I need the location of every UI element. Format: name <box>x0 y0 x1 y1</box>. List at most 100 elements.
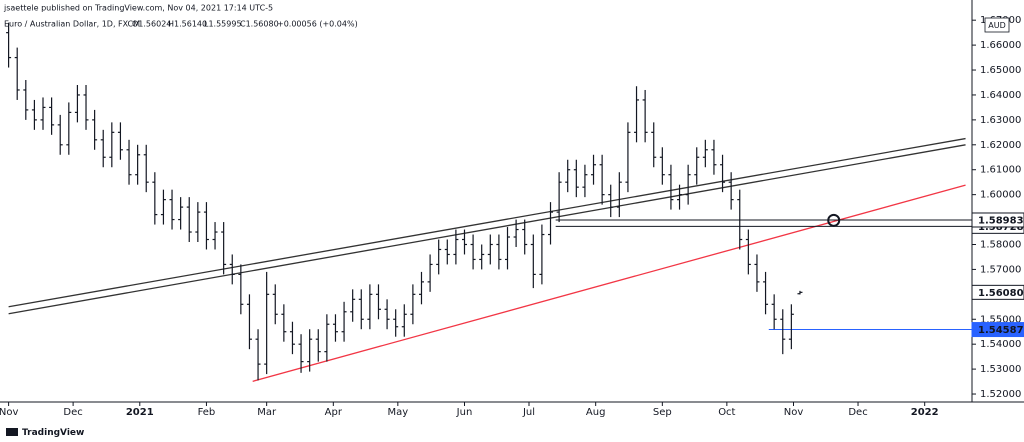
ohlc-bar <box>229 254 235 285</box>
price-label: 1.54587 <box>978 325 1024 336</box>
ohlc-bar <box>143 144 149 193</box>
ohlc-bar <box>728 172 734 210</box>
y-tick-label: 1.63000 <box>980 115 1021 126</box>
publisher: jsaettele published on TradingView.com, … <box>3 4 273 13</box>
ohlc-bar <box>720 154 726 193</box>
ohlc-bar <box>152 172 158 225</box>
ohlc-bar <box>711 139 717 175</box>
axes: 1.520001.530001.540001.550001.560001.570… <box>0 15 1024 418</box>
ohlc-bar <box>212 222 218 250</box>
x-tick-label: Oct <box>718 407 735 418</box>
ohlc-bar <box>771 294 777 330</box>
ohlc-bar <box>677 184 683 210</box>
ohlc-bar <box>298 334 304 373</box>
ohlc-bar <box>195 202 201 242</box>
x-tick-label: Jul <box>522 407 535 418</box>
ohlc-bar <box>582 164 588 198</box>
ohlc-bar <box>401 304 407 337</box>
trendline <box>252 184 966 382</box>
ohlc-bar <box>375 284 381 320</box>
ohlc-bar <box>591 154 597 185</box>
ohlc-bar <box>599 154 605 205</box>
y-tick-label: 1.62000 <box>980 140 1021 151</box>
ohlc-bar <box>556 172 562 223</box>
ohlc-bar <box>659 147 665 185</box>
symbol: Euro / Australian Dollar, 1D, FXCM <box>4 20 140 29</box>
ohlc-bar <box>522 219 528 255</box>
high-value: H1.56140 <box>168 20 207 29</box>
ohlc-bar <box>763 271 769 315</box>
y-tick-label: 1.66000 <box>980 40 1021 51</box>
y-tick-label: 1.54000 <box>980 339 1021 350</box>
change-value: +0.00056 (+0.04%) <box>277 20 358 29</box>
ohlc-bar <box>74 84 80 123</box>
ohlc-bar <box>57 114 63 155</box>
ohlc-bar <box>238 264 244 315</box>
ohlc-bar <box>384 299 390 330</box>
ohlc-bar <box>341 301 347 342</box>
ohlc-bar <box>281 304 287 342</box>
ohlc-bar <box>651 122 657 168</box>
ohlc-bar <box>453 229 459 265</box>
x-tick-label: Jun <box>456 407 473 418</box>
ohlc-bar <box>203 202 209 250</box>
ohlc-bar <box>264 271 270 375</box>
ohlc-bar <box>565 159 571 193</box>
ohlc-bar <box>246 294 252 350</box>
ohlc-bar <box>427 254 433 292</box>
x-tick-label: Nov <box>784 407 804 418</box>
x-tick-label: Nov <box>0 407 18 418</box>
currency[interactable]: AUD <box>988 21 1006 30</box>
price-label: 1.58983 <box>978 215 1024 226</box>
ohlc-bar <box>487 234 493 265</box>
ohlc-bar <box>530 234 536 289</box>
price-label-box <box>971 284 1024 300</box>
ohlc-bar <box>780 309 786 355</box>
plot-area <box>6 22 972 382</box>
ohlc-bar <box>702 139 708 168</box>
x-tick-label: Dec <box>63 407 82 418</box>
marker-circle <box>827 213 841 227</box>
y-tick-label: 1.52000 <box>980 389 1021 400</box>
ohlc-bar <box>694 147 700 185</box>
y-tick-label: 1.65000 <box>980 65 1021 76</box>
ohlc-bar <box>548 202 554 245</box>
ohlc-bar <box>737 189 743 250</box>
ohlc-bar <box>393 309 399 337</box>
currency-box[interactable] <box>984 17 1010 33</box>
price-label-box <box>971 322 1024 338</box>
x-tick-label: Apr <box>325 407 343 418</box>
ohlc-bar <box>40 97 46 130</box>
ohlc-bar <box>332 314 338 342</box>
y-tick-label: 1.60000 <box>980 190 1021 201</box>
close-value: C1.56080 <box>240 20 279 29</box>
x-tick-label: Mar <box>257 407 277 418</box>
open-value: O1.56024 <box>132 20 171 29</box>
ohlc-bar <box>608 184 614 218</box>
ohlc-bar <box>496 234 502 270</box>
ohlc-bar <box>307 329 313 372</box>
ohlc-bar <box>754 254 760 292</box>
ohlc-bar <box>92 109 98 150</box>
x-tick-label: 2022 <box>911 407 939 418</box>
ohlc-bar <box>418 271 424 305</box>
ohlc-bar <box>272 284 278 325</box>
price-label-box <box>971 212 1024 228</box>
x-tick-label: Dec <box>848 407 867 418</box>
ohlc-bar <box>31 99 37 130</box>
ohlc-bar <box>221 222 227 275</box>
ohlc-bar <box>642 89 648 143</box>
y-tick-label: 1.58000 <box>980 239 1021 250</box>
logo: TradingView <box>22 428 84 438</box>
ohlc-bar <box>358 289 364 330</box>
ohlc-bar <box>616 172 622 218</box>
ohlc-bar <box>109 122 115 168</box>
y-tick-label: 1.55000 <box>980 314 1021 325</box>
x-tick-label: May <box>387 407 408 418</box>
ohlc-bar <box>634 86 640 143</box>
x-tick-label: 2021 <box>126 407 154 418</box>
ohlc-bar <box>66 102 72 155</box>
ohlc-bar <box>178 197 184 230</box>
